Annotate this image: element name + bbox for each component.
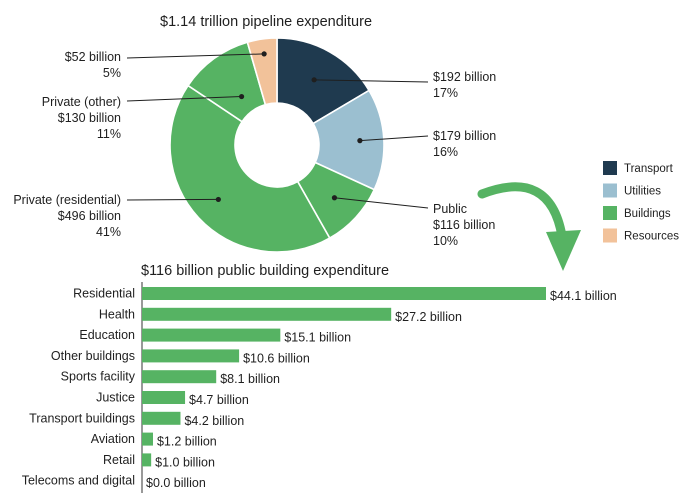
- pie-labels: $192 billion 17% $179 billion 16% Public $116…: [13, 50, 496, 248]
- bar-category-label: Aviation: [91, 432, 135, 446]
- legend-label: Buildings: [624, 208, 671, 220]
- bar: [142, 349, 240, 363]
- leader-dot: [331, 195, 338, 201]
- bar-value-label: $10.6 billion: [243, 351, 310, 365]
- pie-label: Private (other): [42, 95, 121, 109]
- legend: Transport Utilities Buildings Resources: [603, 161, 679, 243]
- bar-value-label: $15.1 billion: [284, 331, 351, 345]
- bar: [142, 328, 281, 342]
- pie-label: $179 billion: [433, 129, 496, 143]
- leader-dot: [261, 51, 267, 57]
- bar: [142, 453, 152, 467]
- pie-label: 11%: [97, 127, 121, 141]
- legend-label: Resources: [624, 231, 679, 243]
- pie-label: 17%: [433, 86, 458, 100]
- bar-title: $116 billion public building expenditure: [141, 263, 389, 279]
- bar: [142, 432, 153, 446]
- legend-swatch: [603, 183, 617, 198]
- arrow-head: [546, 230, 581, 271]
- leader-line: [126, 198, 219, 201]
- leader-line: [126, 96, 242, 102]
- legend-swatch: [603, 161, 617, 175]
- pie-label: Private (residential): [13, 193, 121, 207]
- bar-category-label: Telecoms and digital: [22, 474, 135, 488]
- pie-label: 16%: [433, 145, 458, 159]
- pie-slice: [169, 84, 331, 253]
- bar-category-label: Justice: [96, 391, 135, 405]
- bar: [142, 370, 217, 384]
- leader-line: [334, 197, 429, 209]
- legend-swatch: [603, 228, 617, 243]
- bar: [142, 411, 181, 425]
- arrow-graphic: [477, 182, 581, 271]
- arrow-shaft: [477, 182, 567, 241]
- pie-label: $116 billion: [433, 218, 495, 232]
- pie-title: $1.14 trillion pipeline expenditure: [160, 14, 372, 30]
- pie-label: $496 billion: [58, 209, 121, 223]
- bar-value-label: $1.0 billion: [155, 455, 215, 469]
- leader-line: [314, 79, 429, 83]
- pie-label: 5%: [103, 66, 121, 80]
- pie-chart: [169, 37, 385, 253]
- pie-label: 10%: [433, 234, 458, 248]
- bar-value-label: $4.2 billion: [184, 414, 244, 428]
- pie-label: $130 billion: [58, 111, 121, 125]
- bar: [142, 287, 546, 300]
- pie-label: Public: [433, 202, 467, 216]
- pie-label: $192 billion: [433, 70, 496, 84]
- bar-category-label: Retail: [103, 453, 135, 467]
- leader-dot: [215, 196, 221, 203]
- bar-value-label: $0.0 billion: [146, 476, 206, 490]
- bar-value-label: $1.2 billion: [157, 435, 217, 449]
- bar-value-label: $27.2 billion: [395, 310, 462, 324]
- bar-chart: Residential $44.1 billion Health $27.2 bill…: [22, 282, 617, 493]
- leader-line: [359, 135, 429, 142]
- pie-label: $52 billion: [65, 50, 121, 64]
- bar-category-label: Transport buildings: [29, 411, 135, 425]
- legend-label: Utilities: [624, 186, 661, 198]
- bar-category-label: Other buildings: [51, 349, 135, 363]
- leader-dot: [311, 77, 317, 83]
- bar-category-label: Sports facility: [61, 370, 136, 384]
- bar-value-label: $8.1 billion: [220, 372, 280, 386]
- bar-value-label: $44.1 billion: [550, 289, 617, 303]
- pie-label: 41%: [96, 225, 121, 239]
- leader-dot: [239, 93, 245, 100]
- bar: [142, 391, 186, 404]
- legend-label: Transport: [624, 163, 674, 175]
- bar-category-label: Education: [79, 328, 135, 342]
- leader-line: [126, 53, 265, 59]
- leader-dot: [357, 138, 363, 144]
- bar-category-label: Health: [99, 307, 135, 321]
- bar-value-label: $4.7 billion: [189, 393, 249, 407]
- legend-swatch: [603, 206, 617, 220]
- bar: [142, 307, 392, 321]
- bar-category-label: Residential: [73, 287, 135, 301]
